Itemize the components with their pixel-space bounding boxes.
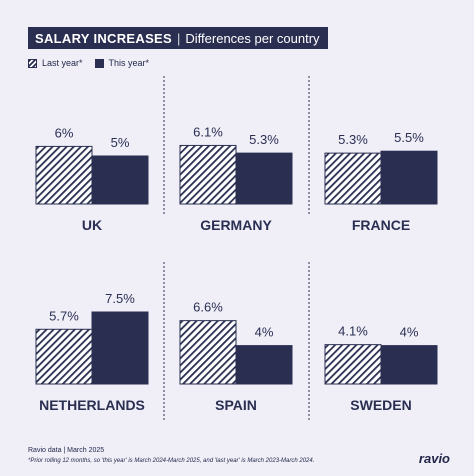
panel-title: SWEDEN [350,397,411,413]
legend-item-last-year: Last year* [28,58,83,68]
legend-swatch-this-year [94,58,104,68]
data-label: 7.5% [105,291,135,306]
bar-last-year-netherlands [35,328,93,385]
panel-uk: 6% 5% UK [35,125,149,233]
data-label: 6% [55,125,74,140]
panel-title: UK [82,217,102,233]
bar-this-year-germany [235,152,293,205]
data-label: 4% [255,325,274,340]
legend-label-this-year: This year* [108,58,150,68]
bar-this-year-spain [235,345,293,385]
data-label: 5.3% [338,132,368,147]
panel-netherlands: 5.7% 7.5% NETHERLANDS [35,291,149,413]
bar-last-year-sweden [324,344,382,385]
data-label: 5.5% [394,130,424,145]
data-label: 5.3% [249,132,279,147]
panel-title: SPAIN [215,397,257,413]
panel-title: GERMANY [200,217,272,233]
data-label: 4% [400,325,419,340]
data-label: 4.1% [338,324,368,339]
legend: Last year* This year* [28,58,161,68]
legend-item-this-year: This year* [94,58,150,68]
bar-this-year-netherlands [91,311,149,385]
bar-last-year-spain [179,320,237,385]
chart-title: SALARY INCREASES [35,30,172,46]
panel-france: 5.3% 5.5% FRANCE [324,130,438,233]
brand-logo: ravio [418,451,450,466]
data-label: 6.1% [193,124,223,139]
bar-this-year-uk [91,155,149,205]
chart-title-bar: SALARY INCREASES | Differences per count… [28,27,328,49]
title-separator: | [177,30,181,46]
bar-last-year-uk [35,145,93,205]
footnote: *Prior rolling 12 months, so 'this year'… [28,458,315,464]
bar-this-year-sweden [380,345,438,385]
data-label: 6.6% [193,300,223,315]
data-label: 5.7% [49,308,79,323]
legend-swatch-last-year [28,58,37,68]
bar-this-year-france [380,150,438,205]
panel-title: NETHERLANDS [39,397,145,413]
panel-germany: 6.1% 5.3% GERMANY [179,124,293,233]
chart-subtitle: Differences per country [185,30,320,46]
data-label: 5% [111,135,130,150]
panel-sweden: 4.1% 4% SWEDEN [324,324,438,413]
panel-spain: 6.6% 4% SPAIN [179,300,293,413]
source-note: Ravio data | March 2025 [28,447,105,454]
bar-last-year-germany [179,144,237,205]
panel-title: FRANCE [352,217,410,233]
bar-last-year-france [324,152,382,205]
legend-label-last-year: Last year* [42,58,83,68]
